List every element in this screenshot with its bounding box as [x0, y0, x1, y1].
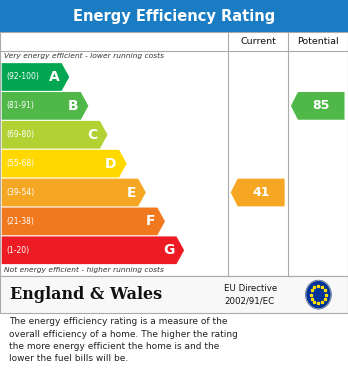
- Text: 85: 85: [313, 99, 330, 112]
- Text: (69-80): (69-80): [6, 130, 34, 139]
- Polygon shape: [2, 237, 184, 264]
- Polygon shape: [2, 208, 165, 235]
- Polygon shape: [231, 179, 285, 206]
- Text: Very energy efficient - lower running costs: Very energy efficient - lower running co…: [4, 52, 164, 59]
- Text: England & Wales: England & Wales: [10, 286, 163, 303]
- Polygon shape: [2, 150, 127, 178]
- Text: Current: Current: [240, 37, 276, 46]
- Text: C: C: [87, 128, 97, 142]
- Text: D: D: [105, 157, 117, 170]
- Text: F: F: [145, 214, 155, 228]
- Bar: [0, 276, 348, 313]
- Polygon shape: [2, 63, 69, 91]
- Text: Not energy efficient - higher running costs: Not energy efficient - higher running co…: [4, 267, 164, 273]
- Text: B: B: [68, 99, 78, 113]
- Bar: [0, 0, 348, 32]
- Text: A: A: [49, 70, 59, 84]
- Text: The energy efficiency rating is a measure of the
overall efficiency of a home. T: The energy efficiency rating is a measur…: [9, 317, 238, 363]
- Text: (92-100): (92-100): [6, 72, 39, 81]
- Polygon shape: [2, 92, 88, 120]
- Text: EU Directive
2002/91/EC: EU Directive 2002/91/EC: [224, 284, 278, 305]
- Text: (81-91): (81-91): [6, 101, 34, 110]
- Polygon shape: [291, 92, 345, 120]
- Text: Potential: Potential: [297, 37, 339, 46]
- Text: 41: 41: [252, 186, 270, 199]
- Text: (21-38): (21-38): [6, 217, 34, 226]
- Circle shape: [306, 281, 331, 309]
- Text: (1-20): (1-20): [6, 246, 29, 255]
- Text: Energy Efficiency Rating: Energy Efficiency Rating: [73, 9, 275, 23]
- Polygon shape: [2, 121, 108, 149]
- Text: (39-54): (39-54): [6, 188, 34, 197]
- Text: E: E: [126, 185, 136, 199]
- Bar: [0, 32, 348, 276]
- Text: (55-68): (55-68): [6, 159, 34, 168]
- Polygon shape: [2, 179, 146, 206]
- Text: G: G: [163, 243, 174, 257]
